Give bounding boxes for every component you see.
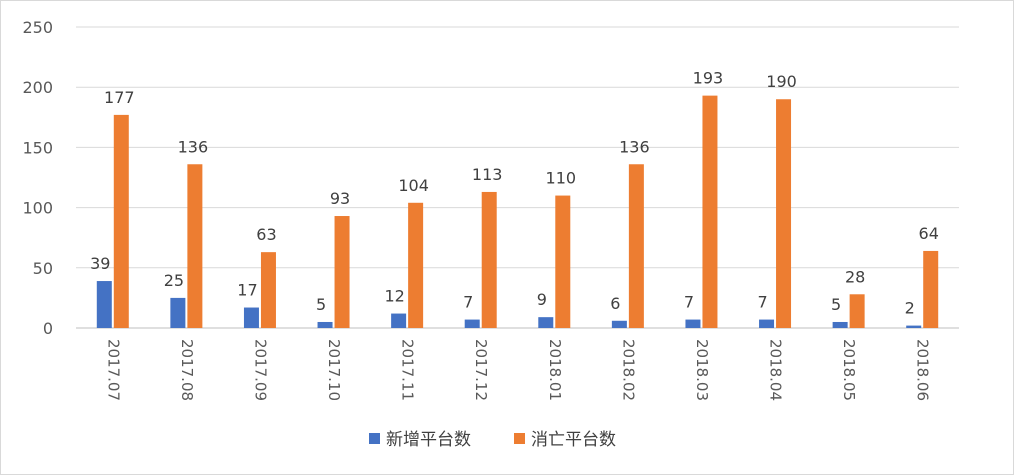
bar-new-platforms	[759, 319, 775, 328]
data-label: 7	[684, 293, 694, 312]
x-tick-label: 2017.12	[472, 339, 490, 401]
bar-closed-platforms	[555, 195, 571, 328]
y-tick-label: 50	[33, 259, 53, 278]
data-label: 136	[178, 137, 209, 156]
bar-closed-platforms	[776, 99, 792, 329]
data-label: 64	[919, 224, 939, 243]
bar-closed-platforms	[923, 250, 939, 328]
data-label: 93	[330, 189, 350, 208]
data-label: 2	[905, 299, 915, 318]
bar-new-platforms	[611, 320, 627, 328]
data-label: 110	[546, 169, 577, 188]
bar-new-platforms	[96, 281, 112, 328]
data-label: 9	[537, 290, 547, 309]
x-tick-label: 2018.03	[693, 339, 711, 401]
bar-new-platforms	[391, 313, 407, 328]
data-labels: 3917725136176359312104711391106136719371…	[90, 69, 939, 318]
x-tick-label: 2017.11	[399, 339, 417, 401]
data-label: 113	[472, 165, 503, 184]
x-tick-label: 2018.05	[840, 339, 858, 401]
data-label: 25	[164, 271, 184, 290]
y-tick-label: 250	[22, 18, 53, 37]
bar-new-platforms	[243, 307, 259, 328]
bar-closed-platforms	[187, 164, 203, 328]
bar-new-platforms	[906, 325, 922, 328]
data-label: 5	[831, 295, 841, 314]
bar-closed-platforms	[628, 164, 644, 328]
bar-closed-platforms	[113, 114, 129, 328]
data-label: 7	[757, 293, 767, 312]
legend: 新增平台数 消亡平台数	[369, 430, 616, 450]
data-label: 5	[316, 295, 326, 314]
legend-swatch	[514, 433, 525, 444]
x-tick-label: 2018.02	[619, 339, 637, 401]
data-label: 190	[766, 72, 797, 91]
data-label: 39	[90, 254, 110, 273]
legend-swatch	[369, 433, 380, 444]
bar-new-platforms	[317, 321, 333, 328]
y-tick-label: 200	[22, 78, 53, 97]
bar-new-platforms	[538, 317, 554, 328]
x-tick-label: 2017.07	[104, 339, 122, 401]
data-label: 7	[463, 293, 473, 312]
bar-closed-platforms	[849, 294, 865, 328]
data-label: 136	[619, 137, 650, 156]
x-tick-label: 2018.06	[914, 339, 932, 401]
x-tick-label: 2018.01	[546, 339, 564, 401]
data-label: 63	[256, 225, 276, 244]
legend-label: 新增平台数	[386, 430, 471, 450]
x-tick-label: 2017.08	[178, 339, 196, 401]
legend-label: 消亡平台数	[531, 430, 616, 450]
bar-closed-platforms	[260, 252, 276, 328]
y-tick-label: 0	[43, 319, 53, 338]
x-tick-label: 2017.09	[251, 339, 269, 401]
bar-new-platforms	[464, 319, 480, 328]
data-label: 17	[237, 281, 257, 300]
data-label: 193	[693, 69, 724, 88]
bar-closed-platforms	[408, 202, 424, 328]
data-label: 104	[398, 176, 429, 195]
x-tick-label: 2017.10	[325, 339, 343, 401]
data-label: 28	[845, 267, 865, 286]
x-tick-label: 2018.04	[767, 339, 785, 401]
data-label: 177	[104, 88, 135, 107]
y-tick-label: 100	[22, 199, 53, 218]
data-label: 6	[610, 294, 620, 313]
bar-closed-platforms	[334, 216, 350, 328]
bar-new-platforms	[832, 321, 848, 328]
y-tick-label: 150	[22, 138, 53, 157]
y-axis-ticks: 0 50 100 150 200 250	[22, 18, 53, 338]
bar-new-platforms	[170, 297, 186, 328]
data-label: 12	[384, 287, 404, 306]
x-axis-ticks: 2017.07 2017.08 2017.09 2017.10 2017.11 2017.…	[104, 339, 931, 401]
bar-new-platforms	[685, 319, 701, 328]
gridlines	[76, 26, 959, 329]
bars	[96, 95, 939, 329]
bar-closed-platforms	[481, 191, 497, 328]
bar-closed-platforms	[702, 95, 718, 329]
